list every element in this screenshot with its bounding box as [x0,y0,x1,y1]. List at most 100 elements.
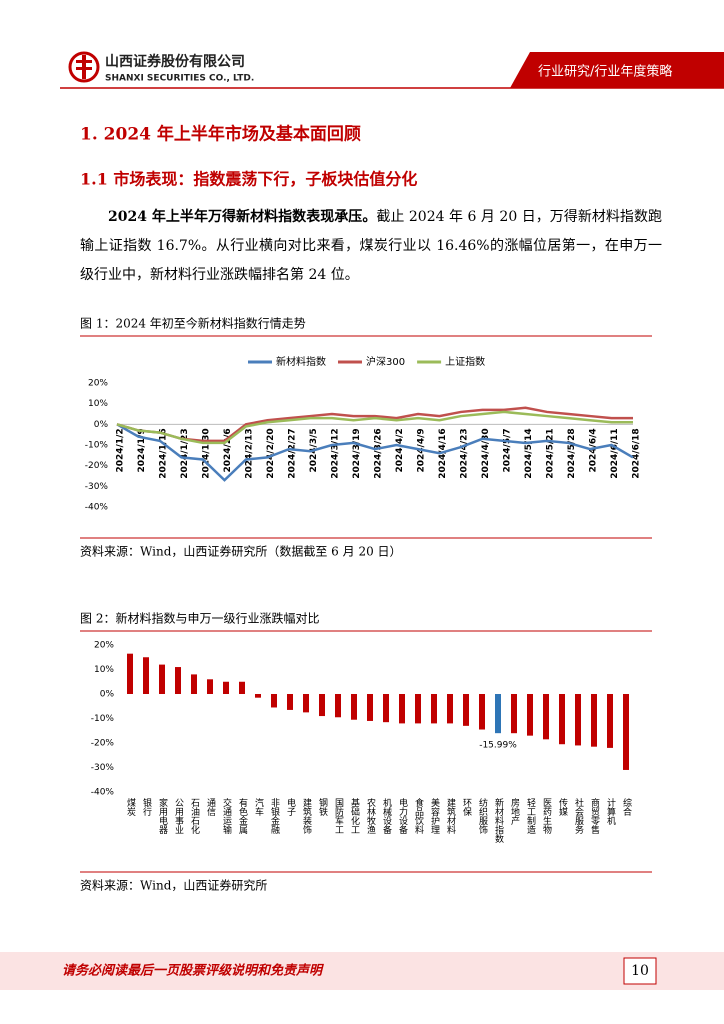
x-tick-label: 银行 [141,797,152,817]
bar [447,694,453,724]
bar [591,694,597,747]
bar [367,694,373,721]
y-tick-label: 0% [94,420,109,430]
y-tick-label: -40% [91,788,115,798]
x-tick-label: 建筑装饰 [301,797,312,835]
bar [319,694,325,717]
x-tick-label: 非银金融 [269,797,280,835]
x-tick-label: 钢铁 [317,797,328,817]
x-tick-label: 2024/1/30 [202,428,212,478]
figure-caption: 图 2：新材料指数与申万一级行业涨跌幅对比 [80,611,319,626]
bar [191,674,197,694]
y-tick-label: -10% [85,441,109,451]
x-tick-label: 石油石化 [189,798,200,835]
x-tick-label: 2024/5/7 [503,428,513,472]
bar [383,694,389,723]
bar [527,694,533,736]
company-name-en: SHANXI SECURITIES CO., LTD. [105,74,254,84]
x-tick-label: 家用电器 [157,797,168,834]
bar [127,653,133,694]
x-tick-label: 纺织服饰 [477,797,488,835]
x-tick-label: 新材料指数 [493,797,504,844]
x-tick-label: 有色金属 [237,797,248,835]
bar [159,664,165,694]
y-tick-label: 10% [88,399,108,409]
x-tick-label: 交通运输 [221,797,232,835]
x-tick-label: 2024/1/2 [116,428,126,472]
x-tick-label: 计算机 [605,797,616,826]
x-tick-label: 2024/5/21 [546,428,556,478]
header-band [510,52,724,88]
x-tick-label: 公用事业 [173,798,184,834]
y-tick-label: -30% [91,763,115,773]
x-tick-label: 建筑材料 [445,797,456,835]
bar [431,694,437,724]
x-tick-label: 社会服务 [573,797,584,835]
x-tick-label: 环保 [461,798,472,817]
bar [623,694,629,770]
x-tick-label: 2024/4/30 [481,428,491,478]
source-note: 资料来源：Wind，山西证券研究所（数据截至 6 月 20 日） [80,544,402,559]
x-tick-label: 电子 [285,797,296,816]
figure-caption: 图 1：2024 年初至今新材料指数行情走势 [80,316,306,331]
y-tick-label: -20% [91,739,115,749]
bar [479,694,485,730]
line-series [116,423,634,482]
x-tick-label: 国防军工 [333,798,344,834]
x-tick-label: 综合 [621,797,632,817]
x-tick-label: 2024/4/23 [460,428,470,478]
y-tick-label: 0% [100,690,115,700]
x-tick-label: 2024/1/16 [159,428,169,478]
x-tick-label: 2024/2/6 [223,428,233,472]
x-tick-label: 通信 [205,798,216,817]
x-tick-label: 汽车 [253,797,264,817]
x-tick-label: 2024/6/18 [632,428,642,478]
report-type: 行业研究/行业年度策略 [538,64,672,80]
legend-label: 沪深300 [366,355,405,368]
x-tick-label: 商贸零售 [589,797,600,835]
x-tick-label: 食品饮料 [413,797,424,835]
x-tick-label: 2024/2/27 [288,428,298,478]
x-tick-label: 2024/4/2 [395,428,405,472]
page-box [623,957,657,985]
x-tick-label: 电力设备 [397,797,408,834]
y-tick-label: 10% [94,665,114,675]
footer-band [0,952,724,990]
bar [511,694,517,734]
x-tick-label: 传媒 [557,797,568,817]
x-tick-label: 2024/1/23 [180,428,190,478]
y-tick-label: 20% [88,379,108,389]
bar [175,667,181,694]
x-tick-label: 轻工制造 [525,797,536,835]
x-tick-label: 基础化工 [349,797,360,834]
x-tick-label: 2024/2/20 [266,428,276,478]
bar [543,694,549,740]
x-tick-label: 2024/5/14 [524,428,534,478]
paragraph-text: 截止 2024 年 6 月 20 日，万得新材料指数跑输上证指数 16.7%。从… [80,209,662,283]
x-tick-label: 2024/3/19 [352,428,362,478]
line-series [116,410,633,445]
bar [207,679,213,694]
y-tick-label: -20% [85,461,109,471]
bar [271,694,277,708]
x-tick-label: 2024/6/11 [610,428,620,478]
bar [575,694,581,746]
paragraph-lead: 2024 年上半年万得新材料指数表现承压。 [108,209,377,225]
bar [351,694,357,720]
source-note: 资料来源：Wind，山西证券研究所 [80,878,267,893]
bar [335,694,341,718]
bar [303,694,309,713]
x-tick-label: 医药生物 [541,798,552,835]
bar [559,694,565,745]
disclaimer: 请务必阅读最后一页股票评级说明和免责声明 [62,963,324,979]
bar [143,657,149,694]
legend-label: 上证指数 [445,355,485,368]
y-tick-label: -10% [91,714,115,724]
x-tick-label: 2024/6/4 [589,428,599,472]
y-tick-label: 20% [94,641,114,651]
logo [68,51,100,83]
x-tick-label: 煤炭 [125,797,136,817]
legend-label: 新材料指数 [276,355,326,368]
